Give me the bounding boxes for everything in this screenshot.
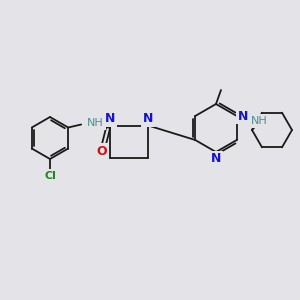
- Text: N: N: [211, 152, 221, 166]
- Text: NH: NH: [250, 116, 267, 126]
- Text: N: N: [143, 112, 153, 125]
- Text: N: N: [105, 112, 116, 125]
- Text: O: O: [97, 145, 107, 158]
- Text: N: N: [238, 110, 248, 122]
- Text: Cl: Cl: [44, 171, 56, 181]
- Text: NH: NH: [87, 118, 104, 128]
